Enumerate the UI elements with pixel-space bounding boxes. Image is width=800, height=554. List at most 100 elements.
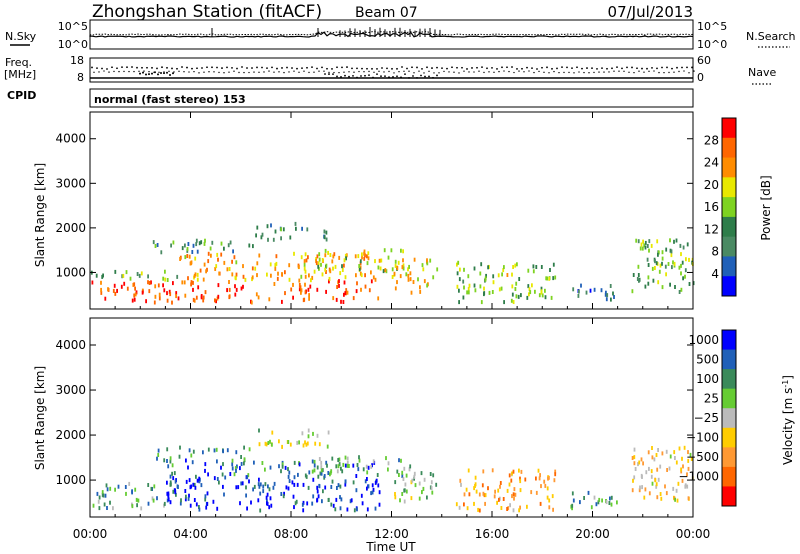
data-cell <box>131 504 134 509</box>
data-cell <box>184 293 187 298</box>
data-cell <box>241 481 244 486</box>
nave-point <box>496 68 498 70</box>
data-cell <box>366 507 369 512</box>
data-cell <box>513 496 515 501</box>
data-cell <box>688 282 691 286</box>
data-cell <box>661 250 664 255</box>
data-cell <box>132 282 135 287</box>
data-cell <box>231 462 234 467</box>
data-cell <box>605 500 608 505</box>
data-cell <box>252 244 254 249</box>
nave-point <box>218 71 220 74</box>
data-cell <box>508 473 511 478</box>
data-cell <box>329 253 332 257</box>
data-cell <box>273 481 276 486</box>
data-cell <box>121 274 124 279</box>
data-cell <box>362 467 365 472</box>
y-tick-label: 3000 <box>55 176 86 190</box>
data-cell <box>257 482 260 487</box>
data-cell <box>138 273 141 278</box>
data-cell <box>231 466 234 471</box>
data-cell <box>298 462 301 467</box>
data-cell <box>648 491 651 496</box>
data-cell <box>162 276 165 281</box>
data-cell <box>247 473 250 478</box>
data-cell <box>485 273 487 278</box>
data-cell <box>319 471 322 476</box>
data-cell <box>204 238 206 243</box>
nave-point <box>518 70 520 72</box>
data-cell <box>390 248 393 253</box>
data-cell <box>153 484 156 489</box>
nave-tick-bottom: 0 <box>697 71 704 84</box>
nave-point <box>161 66 163 69</box>
data-cell <box>665 449 668 454</box>
data-cell <box>260 235 263 240</box>
data-cell <box>309 284 312 289</box>
beam-label: Beam 07 <box>355 5 418 21</box>
data-cell <box>653 457 656 462</box>
data-cell <box>169 456 172 461</box>
nave-point <box>118 70 120 73</box>
data-cell <box>503 265 505 270</box>
data-cell <box>683 445 686 450</box>
nave-point <box>671 67 673 70</box>
data-cell <box>214 267 217 271</box>
data-cell <box>226 448 229 453</box>
data-cell <box>172 240 175 245</box>
nave-point <box>221 67 223 69</box>
data-cell <box>499 481 502 485</box>
data-cell <box>296 440 299 445</box>
data-cell <box>672 486 675 491</box>
data-cell <box>512 469 515 474</box>
nave-point <box>154 71 156 74</box>
nave-point <box>398 70 400 73</box>
nave-point <box>618 70 620 72</box>
nave-point <box>616 66 618 69</box>
data-cell <box>285 485 288 490</box>
nave-tick-top: 60 <box>697 54 711 67</box>
data-cell <box>645 470 648 475</box>
nave-point <box>323 70 325 72</box>
nave-point <box>393 72 395 74</box>
data-cell <box>590 505 593 510</box>
data-cell <box>398 458 400 463</box>
data-cell <box>275 254 278 259</box>
nave-point <box>324 73 326 75</box>
data-cell <box>192 287 194 292</box>
data-cell <box>313 269 316 274</box>
data-cell <box>678 265 681 270</box>
data-cell <box>409 464 412 469</box>
data-cell <box>680 252 682 257</box>
data-cell <box>251 275 254 280</box>
data-cell <box>136 272 139 276</box>
data-cell <box>259 491 262 496</box>
data-cell <box>164 269 166 274</box>
data-cell <box>368 288 371 293</box>
nave-point <box>163 72 165 75</box>
nave-point <box>423 72 425 74</box>
data-cell <box>195 474 197 479</box>
data-cell <box>339 495 341 500</box>
data-cell <box>243 445 245 450</box>
data-cell <box>402 266 405 271</box>
data-cell <box>330 502 333 507</box>
data-cell <box>527 284 530 289</box>
data-cell <box>343 280 346 285</box>
data-cell <box>426 283 428 288</box>
nave-point <box>336 66 338 69</box>
data-cell <box>245 493 247 498</box>
data-cell <box>190 261 192 266</box>
data-cell <box>189 503 192 508</box>
nave-point <box>181 66 183 68</box>
data-cell <box>171 463 174 468</box>
data-cell <box>316 497 319 502</box>
data-cell <box>194 485 197 490</box>
data-cell <box>204 497 207 502</box>
data-cell <box>106 506 108 510</box>
data-cell <box>281 299 283 304</box>
data-cell <box>352 480 355 485</box>
data-cell <box>571 506 573 511</box>
data-cell <box>321 468 324 473</box>
data-cell <box>608 501 611 505</box>
